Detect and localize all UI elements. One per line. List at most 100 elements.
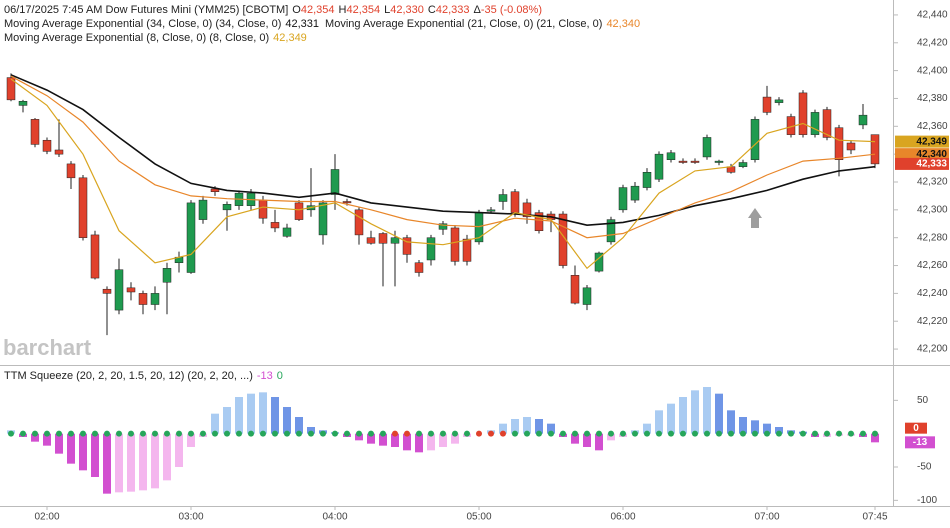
squeeze-dot bbox=[272, 430, 278, 437]
candle-body bbox=[678, 160, 688, 163]
squeeze-last-label: 0 bbox=[913, 423, 919, 434]
candle-body bbox=[762, 96, 772, 113]
squeeze-dot bbox=[356, 430, 362, 437]
candle-body bbox=[270, 222, 280, 229]
histogram-bar bbox=[763, 423, 771, 434]
squeeze-dot bbox=[860, 430, 866, 437]
squeeze-dot bbox=[80, 430, 86, 437]
candle-body bbox=[642, 172, 652, 188]
squeeze-dot bbox=[104, 430, 110, 437]
stat-label: Δ bbox=[474, 4, 482, 16]
squeeze-dot bbox=[332, 430, 338, 437]
candle-body bbox=[354, 209, 364, 236]
x-tick-label: 06:00 bbox=[610, 512, 635, 523]
squeeze-dot bbox=[728, 430, 734, 437]
candle-body bbox=[126, 287, 136, 293]
squeeze-dot bbox=[560, 430, 566, 437]
legend-row: Moving Average Exponential (34, Close, 0… bbox=[4, 18, 640, 30]
histogram-bar bbox=[55, 433, 63, 454]
candle-body bbox=[282, 227, 292, 237]
squeeze-last-box bbox=[905, 422, 927, 434]
ema-last-label-box bbox=[895, 148, 949, 161]
histogram-bar bbox=[643, 423, 651, 434]
y-tick-label: 42,380 bbox=[917, 93, 948, 104]
y-tick-label: 42,320 bbox=[917, 177, 948, 188]
squeeze-dot bbox=[344, 430, 350, 437]
candle-body bbox=[486, 209, 496, 212]
histogram-bar bbox=[223, 407, 231, 434]
squeeze-dot bbox=[788, 430, 794, 437]
squeeze-dot bbox=[296, 430, 302, 437]
legend-value: 42,349 bbox=[273, 32, 307, 44]
x-tick-label: 02:00 bbox=[34, 512, 59, 523]
candle-body bbox=[522, 202, 532, 218]
histogram-bar bbox=[535, 419, 543, 434]
histogram-bar bbox=[583, 433, 591, 447]
squeeze-dot bbox=[692, 430, 698, 437]
candle-body bbox=[438, 223, 448, 230]
candle-body bbox=[498, 194, 508, 202]
candle-body bbox=[366, 237, 376, 244]
legend-row: Moving Average Exponential (8, Close, 0)… bbox=[4, 32, 307, 44]
histogram-bar bbox=[43, 433, 51, 446]
histogram-bar bbox=[139, 433, 147, 491]
histogram-bar bbox=[67, 433, 75, 464]
candle-body bbox=[510, 191, 520, 213]
candle-body bbox=[66, 163, 76, 179]
histogram-bar bbox=[739, 417, 747, 434]
squeeze-dot bbox=[56, 430, 62, 437]
histogram-bar bbox=[703, 387, 711, 434]
histogram-bar bbox=[571, 433, 579, 444]
candle-body bbox=[6, 77, 16, 101]
squeeze-dot bbox=[740, 430, 746, 437]
ema-line bbox=[10, 78, 876, 270]
squeeze-dot bbox=[536, 430, 542, 437]
candle-body bbox=[78, 177, 88, 238]
squeeze-dot bbox=[212, 430, 218, 437]
squeeze-dot bbox=[872, 430, 878, 437]
histogram-bar bbox=[283, 407, 291, 434]
candle-body bbox=[534, 212, 544, 231]
candle-body bbox=[318, 202, 328, 236]
candle-body bbox=[210, 188, 220, 192]
y-tick-label: 42,360 bbox=[917, 121, 948, 132]
candle-body bbox=[138, 293, 148, 305]
candle-body bbox=[342, 201, 352, 204]
squeeze-dot bbox=[20, 430, 26, 437]
ema-last-label: 42,349 bbox=[916, 136, 947, 147]
histogram-bar bbox=[103, 433, 111, 494]
histogram-bar bbox=[163, 433, 171, 481]
y-tick-label: 42,400 bbox=[917, 65, 948, 76]
histogram-bar bbox=[295, 417, 303, 434]
histogram-bar bbox=[187, 433, 195, 447]
squeeze-dot bbox=[68, 430, 74, 437]
candle-body bbox=[258, 199, 268, 219]
histogram-bar bbox=[415, 433, 423, 453]
candle-body bbox=[858, 114, 868, 126]
candle-body bbox=[54, 149, 64, 155]
candle-body bbox=[822, 109, 832, 138]
candle-body bbox=[690, 160, 700, 163]
candle-body bbox=[462, 238, 472, 262]
histogram-bar bbox=[403, 433, 411, 451]
squeeze-dot bbox=[428, 430, 434, 437]
candle-body bbox=[618, 187, 628, 211]
squeeze-dot bbox=[416, 430, 422, 437]
squeeze-dot bbox=[128, 430, 134, 437]
squeeze-dot bbox=[584, 430, 590, 437]
candle-body bbox=[654, 153, 664, 180]
histogram-bar bbox=[607, 433, 615, 441]
squeeze-dot bbox=[320, 430, 326, 437]
histogram-bar bbox=[439, 433, 447, 447]
histogram-bar bbox=[871, 433, 879, 443]
squeeze-dot bbox=[44, 430, 50, 437]
x-tick-label: 07:45 bbox=[862, 512, 887, 523]
histogram-bar bbox=[151, 433, 159, 489]
histogram-bar bbox=[91, 433, 99, 477]
histogram-bar bbox=[775, 427, 783, 434]
candle-body bbox=[294, 202, 304, 220]
histogram-bar bbox=[247, 393, 255, 434]
candle-body bbox=[198, 199, 208, 220]
